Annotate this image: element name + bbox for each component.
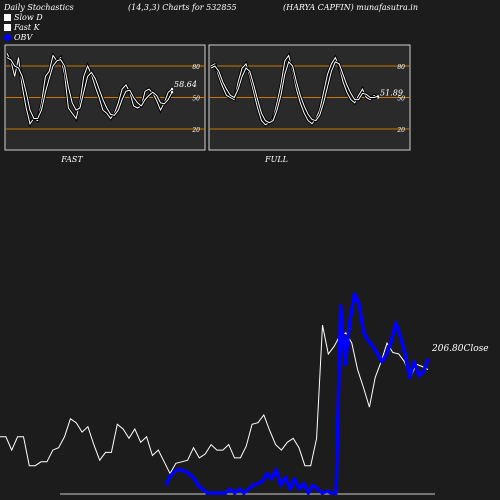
legend-swatch-obv <box>4 34 11 41</box>
fast-point-last-1 <box>170 91 174 94</box>
full-panel-label: FULL <box>264 155 288 164</box>
full-series-slow-d <box>210 60 379 124</box>
legend-slow-d: Slow D <box>4 13 43 22</box>
legend-obv: OBV <box>4 33 32 42</box>
fast-series-slow-d <box>6 57 173 119</box>
company-label: (HARYA CAPFIN) munafasutra.in <box>283 3 418 12</box>
full-tick-20: 20 <box>396 127 405 134</box>
price-line <box>0 325 429 475</box>
legend-swatch-fast-k <box>4 24 11 31</box>
fast-panel-label: FAST <box>60 155 83 164</box>
close-value-label: 206.80Close <box>431 344 489 354</box>
fast-tick-80: 80 <box>192 64 200 71</box>
fast-tick-20: 20 <box>191 127 200 134</box>
legend-swatch-slow-d <box>4 14 11 21</box>
fast-tick-50: 50 <box>192 96 200 103</box>
full-last-value: 51.89 <box>380 89 403 98</box>
legend-label-fast-k: Fast K <box>14 23 40 32</box>
full-point-last-1 <box>376 95 380 98</box>
fast-point-last-0 <box>170 87 174 91</box>
full-tick-80: 80 <box>397 64 405 71</box>
legend-label-slow-d: Slow D <box>14 13 43 22</box>
fast-last-value: 58.64 <box>174 80 197 89</box>
chart-params: (14,3,3) Charts for 532855 <box>128 3 237 12</box>
legend-fast-k: Fast K <box>4 23 40 32</box>
legend-label-obv: OBV <box>14 33 33 42</box>
obv-line-0 <box>164 292 430 495</box>
full-tick-50: 50 <box>397 96 405 103</box>
chart-title: Daily Stochastics <box>4 3 74 12</box>
